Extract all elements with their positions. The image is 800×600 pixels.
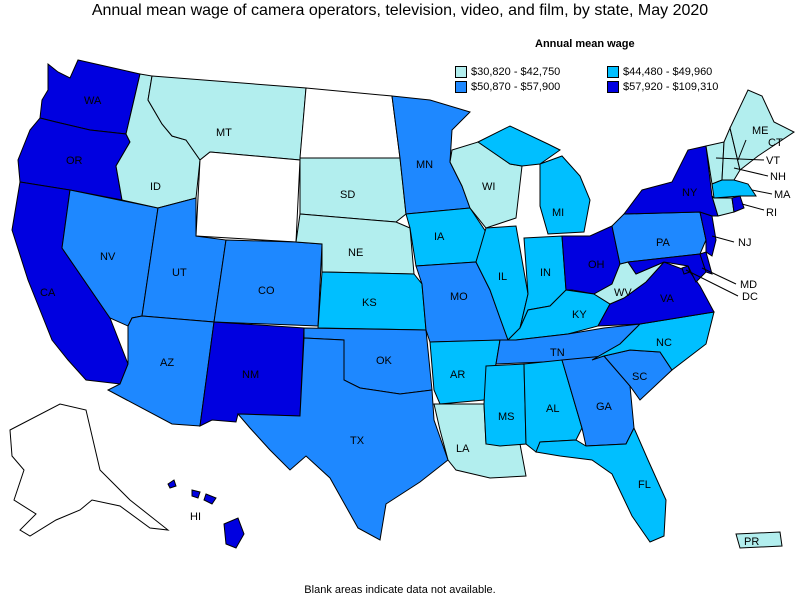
label-wi: WI [482,181,495,193]
leader-ct [737,139,747,161]
label-la: LA [456,443,470,455]
map-title: Annual mean wage of camera operators, te… [91,2,709,19]
label-or: OR [66,155,83,167]
leader-dc [685,269,739,297]
label-mi: MI [552,207,564,219]
legend-swatch-c2 [607,66,619,78]
label-ca: CA [40,287,56,299]
state-tx [236,337,449,541]
legend-item-c2: $44,480 - $49,960 [607,66,712,78]
label-ny: NY [682,187,698,199]
label-oh: OH [588,259,605,271]
legend-swatch-c1 [455,66,467,78]
state-nd [299,87,401,159]
label-ms: MS [498,411,515,423]
legend-label-c2: $44,480 - $49,960 [623,66,713,78]
state-ny [622,145,719,217]
legend-item-c1: $30,820 - $42,750 [455,66,560,78]
label-nj: NJ [738,237,751,249]
legend-title: Annual mean wage [535,38,635,50]
state-ia [405,207,487,267]
legend-swatch-c4 [607,81,619,93]
state-wy [195,151,301,243]
state-de [699,251,713,275]
label-ks: KS [362,297,377,309]
legend-label-c1: $30,820 - $42,750 [471,66,561,78]
state-me [729,89,795,171]
label-id: ID [150,181,161,193]
label-md: MD [740,279,757,291]
label-wa: WA [84,95,102,107]
legend-item-c3: $50,870 - $57,900 [455,81,560,93]
label-ne: NE [348,247,363,259]
label-wv: WV [614,287,632,299]
label-al: AL [546,403,559,415]
state-wi [449,141,523,229]
label-dc: DC [742,291,758,303]
state-hi [167,479,245,549]
label-tn: TN [550,347,565,359]
label-ar: AR [450,369,465,381]
label-ga: GA [596,401,613,413]
leader-nh [733,167,769,177]
label-hi: HI [190,511,201,523]
state-ak [9,403,170,537]
label-sd: SD [340,189,355,201]
state-fl [535,426,667,543]
label-ok: OK [376,355,393,367]
legend-swatch-c3 [455,81,467,93]
legend-item-c4: $57,920 - $109,310 [607,81,718,93]
label-mt: MT [216,127,232,139]
state-ct [711,195,735,217]
label-nm: NM [242,369,259,381]
label-mo: MO [450,291,468,303]
state-ms [483,363,527,447]
leader-ri [741,203,765,211]
label-vt: VT [766,155,780,167]
label-ma: MA [774,189,791,201]
state-mi [477,125,591,235]
label-mn: MN [416,159,433,171]
label-tx: TX [350,435,365,447]
leader-vt [715,157,765,161]
state-ma [711,179,757,199]
label-nh: NH [770,171,786,183]
label-az: AZ [160,357,174,369]
state-nc [591,311,715,371]
state-ri [731,195,745,213]
label-fl: FL [638,479,651,491]
leader-ma [751,189,773,195]
label-pa: PA [656,237,671,249]
legend-label-c4: $57,920 - $109,310 [623,81,719,93]
label-pr: PR [744,536,759,548]
footnote: Blank areas indicate data not available. [304,584,496,596]
state-nh [721,126,741,181]
state-sd [299,157,407,223]
label-va: VA [660,293,675,305]
state-co [213,239,323,327]
label-ut: UT [172,267,187,279]
label-nc: NC [656,337,672,349]
leader-md [701,267,737,285]
label-co: CO [258,285,275,297]
leader-nj [711,235,735,243]
label-sc: SC [632,371,647,383]
label-in: IN [540,267,551,279]
legend-label-c3: $50,870 - $57,900 [471,81,561,93]
label-il: IL [498,271,507,283]
label-ri: RI [766,207,777,219]
label-me: ME [752,125,769,137]
label-ct: CT [768,137,783,149]
label-ky: KY [572,309,587,321]
label-ia: IA [434,231,445,243]
state-pr [735,531,783,549]
label-nv: NV [100,251,116,263]
